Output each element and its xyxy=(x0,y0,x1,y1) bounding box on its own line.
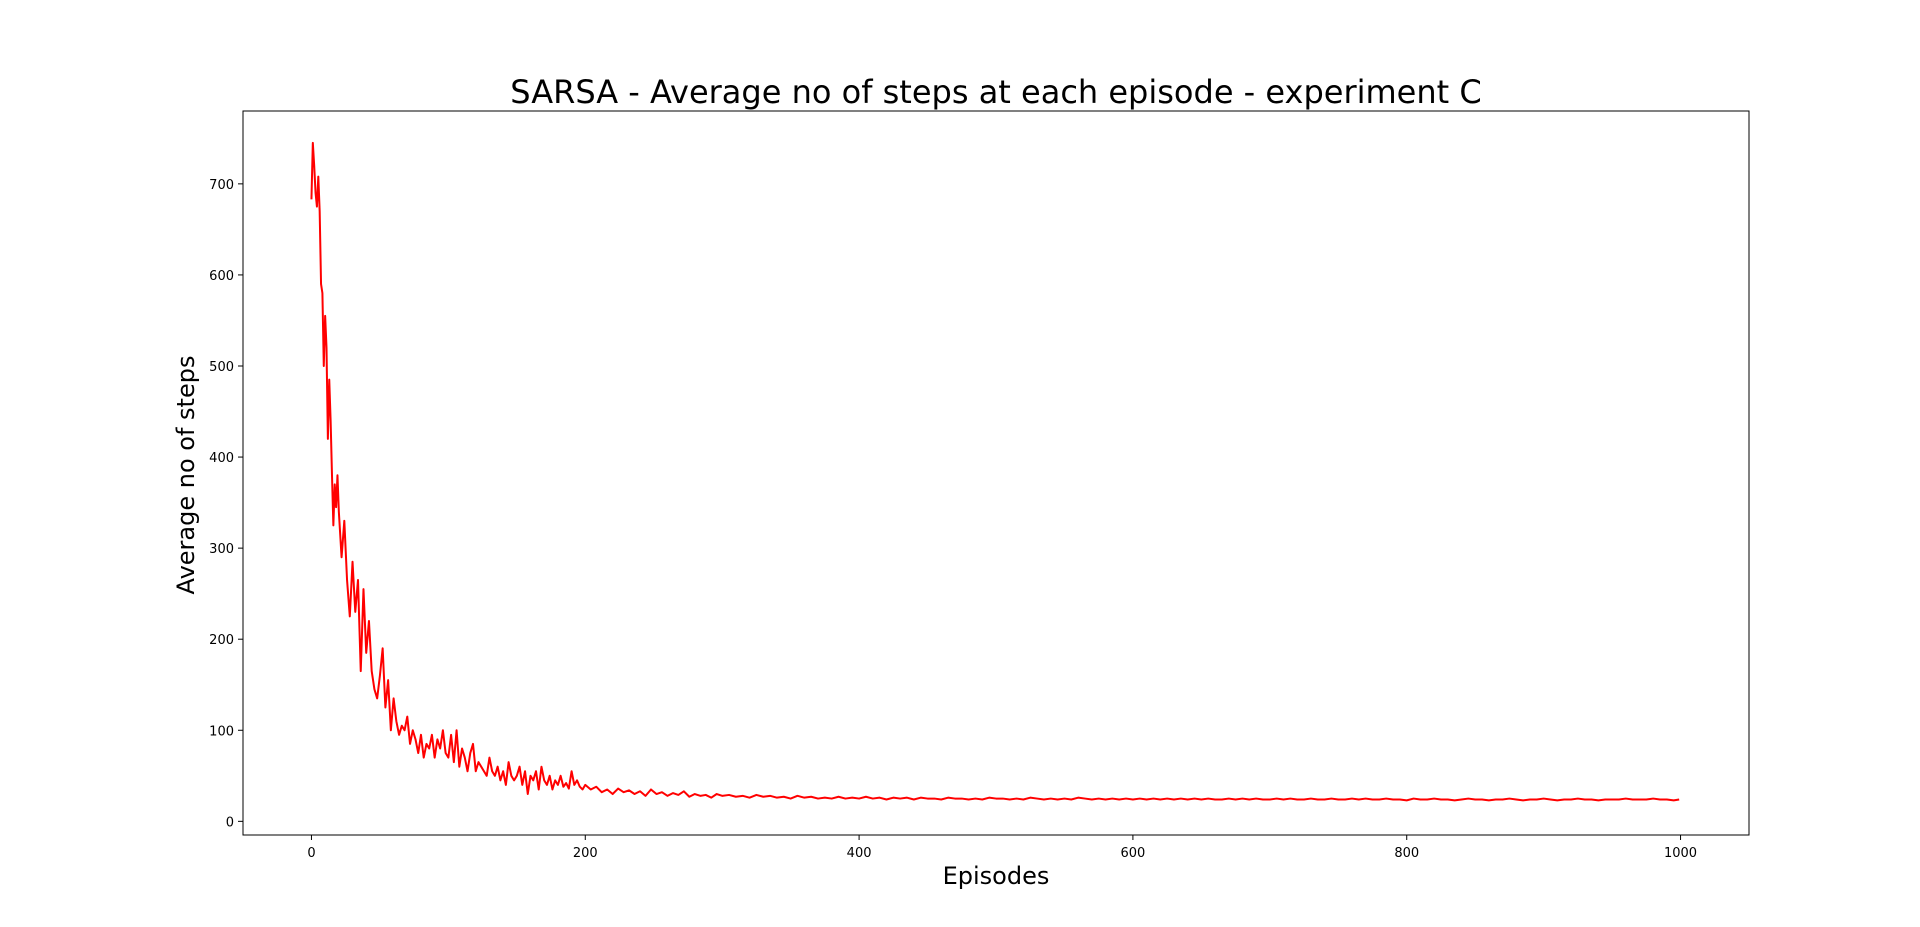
y-axis-title: Average no of steps xyxy=(172,356,200,595)
chart-title: SARSA - Average no of steps at each epis… xyxy=(510,73,1481,111)
plot-frame xyxy=(242,110,1750,836)
y-tick-label: 600 xyxy=(209,269,234,284)
x-tick-label: 1000 xyxy=(1664,846,1697,861)
y-tick-label: 100 xyxy=(209,724,234,739)
x-axis: 0 200 400 600 800 1000 xyxy=(307,835,1697,861)
x-tick-label: 200 xyxy=(573,846,598,861)
y-tick-label: 200 xyxy=(209,633,234,648)
x-axis-title: Episodes xyxy=(943,862,1050,890)
x-tick-label: 0 xyxy=(307,846,315,861)
y-tick-label: 0 xyxy=(226,815,234,830)
x-tick-label: 400 xyxy=(847,846,872,861)
series-line-0 xyxy=(310,141,1680,802)
y-tick-label: 400 xyxy=(209,451,234,466)
x-tick-label: 800 xyxy=(1394,846,1419,861)
y-tick-label: 700 xyxy=(209,178,234,193)
x-tick-label: 600 xyxy=(1120,846,1145,861)
y-tick-label: 300 xyxy=(209,542,234,557)
plot-area xyxy=(242,110,1750,836)
y-axis: 0 100 200 300 400 500 600 700 xyxy=(209,178,243,830)
y-tick-label: 500 xyxy=(209,360,234,375)
